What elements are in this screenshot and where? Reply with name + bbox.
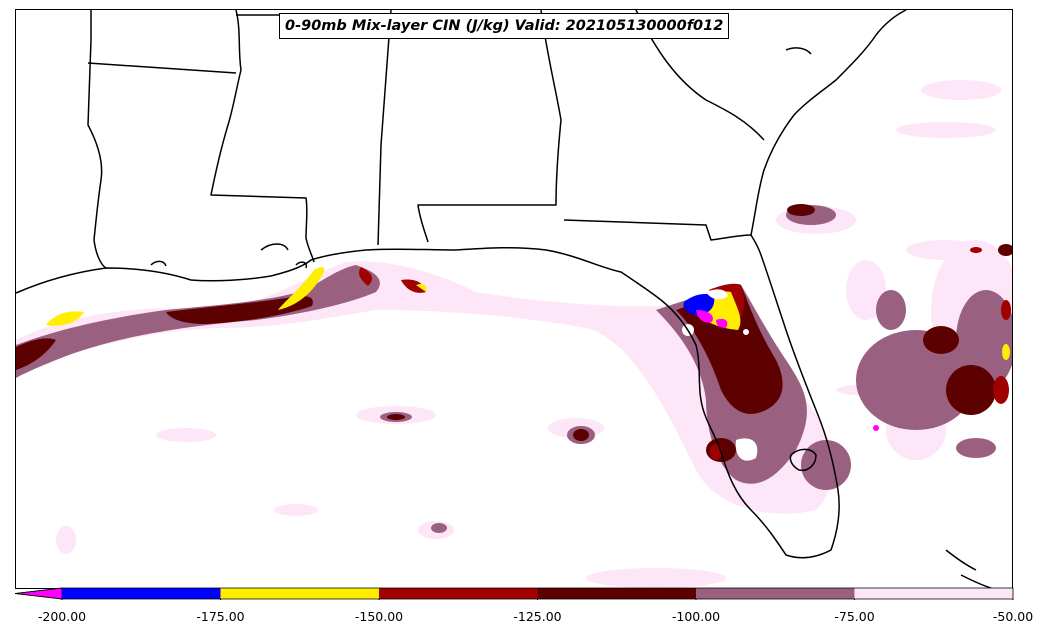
ga-fl-border — [563, 219, 752, 241]
cin-band-blue — [683, 294, 715, 316]
bahamas-islands — [785, 47, 992, 588]
cin-contour-fills — [16, 80, 1012, 588]
map-panel — [15, 9, 1013, 589]
colorbar-bin — [537, 588, 696, 599]
tx-la-border — [87, 10, 107, 269]
ms-al-border — [377, 10, 392, 246]
colorbar-bin — [62, 588, 221, 599]
la-ar-border — [87, 62, 237, 74]
colorbar-extend-min — [15, 587, 63, 600]
colorbar-tick-label: -75.00 — [834, 609, 875, 624]
colorbar-tick-label: -150.00 — [354, 609, 404, 624]
cin-band-dark — [16, 204, 1012, 462]
ga-sc-border — [635, 10, 765, 141]
gulf-coastline — [16, 246, 662, 301]
colorbar-tick-label: -175.00 — [196, 609, 245, 624]
colorbar-bin — [220, 588, 379, 599]
atlantic-coastline — [750, 10, 907, 236]
lake-okeechobee — [789, 448, 817, 472]
cin-band-magenta — [696, 310, 879, 431]
colorbar-outline — [15, 587, 1014, 600]
la-ms-border — [210, 10, 315, 263]
colorbar-bin — [696, 588, 855, 599]
colorbar-bin — [854, 588, 1013, 599]
coastal-islands — [150, 243, 308, 269]
cin-band-vlight — [16, 80, 1012, 588]
colorbar-tick-label: -50.00 — [992, 609, 1034, 624]
colorbar-bin — [379, 588, 538, 599]
florida-coastline — [660, 234, 840, 559]
al-ga-border — [417, 10, 562, 243]
colorbar-tick-label: -100.00 — [671, 609, 721, 624]
cin-map — [16, 10, 1012, 588]
colorbar — [15, 587, 1014, 600]
map-title: 0-90mb Mix-layer CIN (J/kg) Valid: 20210… — [279, 13, 730, 39]
colorbar-tick-label: -200.00 — [37, 609, 87, 624]
colorbar-tick-label: -125.00 — [513, 609, 562, 624]
cin-band-light — [16, 205, 1012, 533]
